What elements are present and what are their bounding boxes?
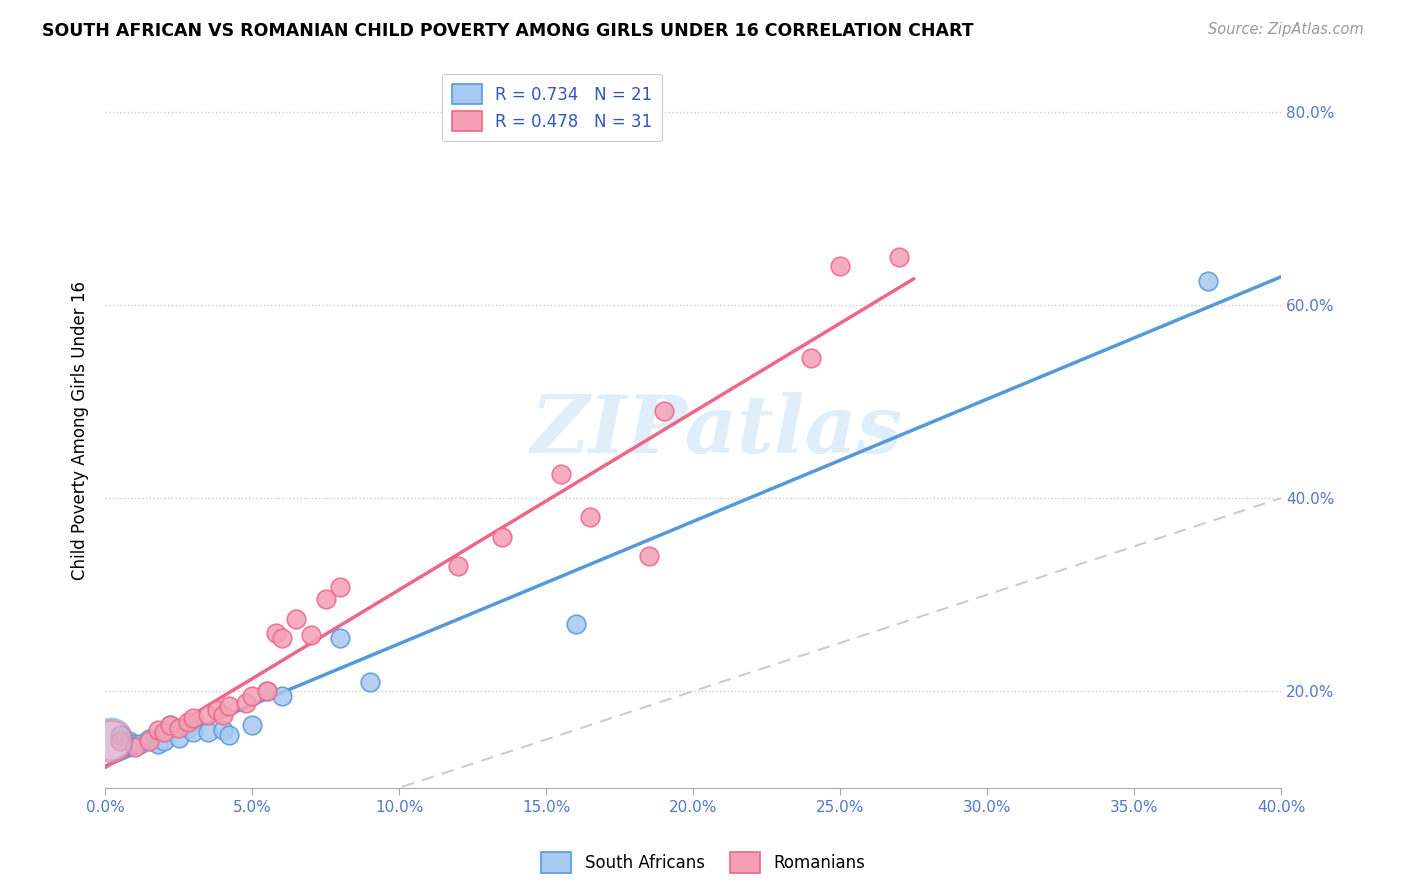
- Point: [183, 724, 205, 739]
- Point: [118, 734, 141, 748]
- Point: [550, 467, 572, 481]
- Point: [159, 718, 181, 732]
- Legend: R = 0.734   N = 21, R = 0.478   N = 31: R = 0.734 N = 21, R = 0.478 N = 31: [441, 74, 662, 142]
- Point: [218, 698, 240, 713]
- Point: [100, 732, 122, 747]
- Point: [447, 558, 470, 573]
- Point: [315, 592, 337, 607]
- Point: [240, 718, 263, 732]
- Y-axis label: Child Poverty Among Girls Under 16: Child Poverty Among Girls Under 16: [72, 281, 89, 580]
- Point: [197, 708, 219, 723]
- Point: [129, 737, 152, 751]
- Point: [153, 724, 176, 739]
- Point: [183, 711, 205, 725]
- Point: [889, 250, 911, 264]
- Point: [329, 631, 352, 645]
- Text: Source: ZipAtlas.com: Source: ZipAtlas.com: [1208, 22, 1364, 37]
- Point: [800, 351, 823, 365]
- Point: [270, 689, 292, 703]
- Point: [579, 510, 602, 524]
- Point: [146, 737, 169, 751]
- Point: [1197, 274, 1219, 288]
- Point: [638, 549, 661, 563]
- Point: [108, 728, 131, 742]
- Point: [153, 734, 176, 748]
- Point: [100, 734, 122, 748]
- Point: [124, 737, 146, 751]
- Point: [211, 723, 233, 737]
- Point: [240, 689, 263, 703]
- Point: [299, 628, 322, 642]
- Text: ZIPatlas: ZIPatlas: [531, 392, 903, 469]
- Point: [564, 616, 586, 631]
- Legend: South Africans, Romanians: South Africans, Romanians: [534, 846, 872, 880]
- Point: [218, 728, 240, 742]
- Point: [146, 723, 169, 737]
- Point: [205, 704, 228, 718]
- Point: [270, 631, 292, 645]
- Point: [256, 684, 278, 698]
- Point: [652, 404, 675, 418]
- Point: [124, 740, 146, 755]
- Point: [211, 708, 233, 723]
- Point: [138, 734, 160, 748]
- Text: SOUTH AFRICAN VS ROMANIAN CHILD POVERTY AMONG GIRLS UNDER 16 CORRELATION CHART: SOUTH AFRICAN VS ROMANIAN CHILD POVERTY …: [42, 22, 974, 40]
- Point: [264, 626, 287, 640]
- Point: [491, 530, 513, 544]
- Point: [176, 721, 198, 735]
- Point: [256, 684, 278, 698]
- Point: [138, 732, 160, 747]
- Point: [197, 724, 219, 739]
- Point: [359, 674, 381, 689]
- Point: [329, 580, 352, 594]
- Point: [235, 696, 257, 710]
- Point: [167, 721, 190, 735]
- Point: [108, 734, 131, 748]
- Point: [159, 718, 181, 732]
- Point: [830, 259, 852, 273]
- Point: [285, 612, 308, 626]
- Point: [167, 731, 190, 745]
- Point: [176, 714, 198, 729]
